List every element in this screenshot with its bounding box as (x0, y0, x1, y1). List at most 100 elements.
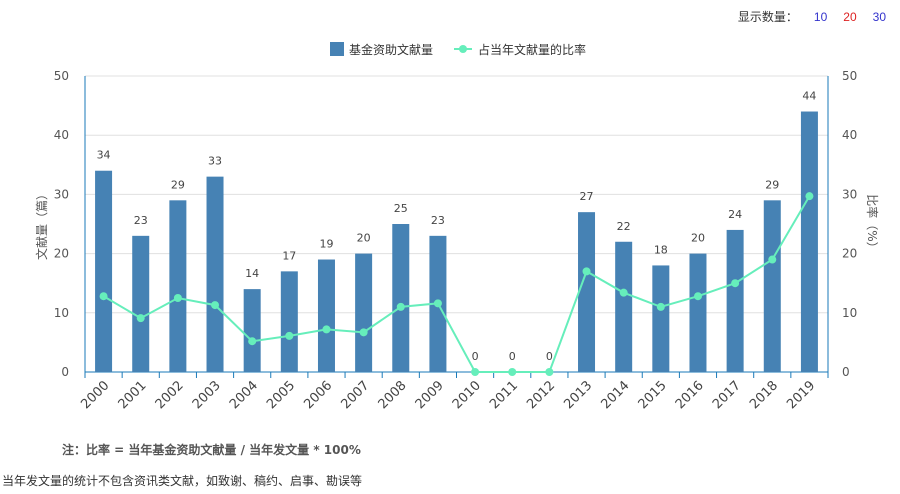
bar-value-label: 0 (509, 350, 516, 363)
bar (243, 289, 261, 372)
bar-value-label: 23 (134, 214, 148, 227)
bar (95, 170, 113, 372)
y2-tick-label: 20 (842, 247, 857, 261)
ratio-point (693, 292, 702, 301)
x-tick-label: 2001 (116, 378, 150, 412)
bar (689, 253, 707, 372)
bar-value-label: 20 (357, 232, 371, 245)
bar (355, 253, 373, 372)
bar-value-label: 17 (282, 249, 296, 262)
legend-bar-swatch (330, 42, 344, 56)
bar-value-label: 29 (765, 178, 779, 191)
ratio-point (619, 288, 628, 297)
ratio-point (136, 314, 145, 323)
ratio-point (433, 299, 442, 308)
bar (615, 241, 633, 372)
bar (206, 176, 224, 372)
bar-value-label: 27 (580, 190, 594, 203)
ratio-point (768, 255, 777, 264)
bar (652, 265, 670, 372)
ratio-point (508, 368, 517, 376)
y2-tick-label: 10 (842, 306, 857, 320)
x-tick-label: 2015 (636, 378, 670, 412)
x-tick-label: 2000 (78, 378, 112, 412)
x-tick-label: 2018 (747, 378, 781, 412)
x-tick-label: 2008 (376, 378, 410, 412)
x-tick-label: 2017 (710, 378, 744, 412)
y-axis-title: 文献量（篇） (34, 188, 49, 260)
ratio-point (731, 279, 740, 288)
bar (280, 271, 298, 372)
y-tick-label: 20 (54, 247, 69, 261)
bar-value-label: 14 (245, 267, 259, 280)
x-tick-label: 2010 (450, 378, 484, 412)
bar (392, 224, 410, 372)
ratio-point (396, 302, 405, 311)
y-tick-label: 0 (61, 365, 69, 379)
bar-value-label: 19 (319, 238, 333, 251)
x-tick-label: 2014 (598, 378, 632, 412)
bar-value-label: 44 (802, 90, 816, 103)
bar-value-label: 29 (171, 178, 185, 191)
bar (578, 212, 596, 372)
footnote: 当年发文量的统计不包含资讯类文献，如致谢、稿约、启事、勘误等 (2, 474, 363, 488)
legend-line-marker (459, 45, 467, 53)
x-tick-label: 2003 (190, 378, 224, 412)
ratio-point (211, 301, 220, 310)
ratio-point (805, 192, 814, 201)
x-tick-label: 2002 (153, 378, 187, 412)
bar-value-label: 25 (394, 202, 408, 215)
bar (317, 259, 335, 372)
display-count-selector: 显示数量： 10 20 30 (738, 8, 886, 25)
y-tick-label: 10 (54, 306, 69, 320)
chart: 0 0 10 10 20 20 30 30 40 40 50 50 文献量（篇） 比率（%） 34 23 29 3… (34, 42, 880, 412)
ratio-point (248, 337, 257, 346)
display-count-option-10[interactable]: 10 (813, 9, 828, 24)
x-tick-label: 2004 (227, 378, 261, 412)
ratio-point (173, 294, 182, 302)
ratio-point (359, 328, 368, 337)
x-tick-label: 2013 (561, 378, 595, 412)
bar-value-label: 0 (472, 350, 479, 363)
bar-value-label: 20 (691, 232, 705, 245)
x-tick-label: 2006 (301, 378, 335, 412)
display-count-label: 显示数量： (737, 10, 798, 24)
legend-bar-label: 基金资助文献量 (349, 42, 433, 57)
bar-value-label: 34 (97, 149, 111, 162)
ratio-formula-note: 注：比率 = 当年基金资助文献量 / 当年发文量 * 100% (62, 443, 361, 457)
bar (726, 229, 744, 372)
x-tick-label: 2007 (338, 378, 372, 412)
x-tick-label: 2019 (784, 378, 818, 412)
x-tick-label: 2011 (487, 378, 521, 412)
x-tick-label: 2012 (524, 378, 558, 412)
ratio-point (656, 302, 665, 311)
bar (800, 111, 818, 373)
ratio-point (285, 331, 294, 340)
y2-tick-label: 0 (842, 365, 850, 379)
x-tick-label: 2009 (413, 378, 447, 412)
bar (763, 200, 781, 372)
x-tick-label: 2016 (673, 378, 707, 412)
y-tick-label: 30 (54, 187, 69, 201)
bar-value-label: 0 (546, 350, 553, 363)
bar (169, 200, 187, 372)
y2-tick-label: 50 (842, 69, 857, 83)
ratio-point (471, 368, 480, 376)
ratio-point (582, 267, 591, 276)
y-tick-label: 40 (54, 128, 69, 142)
y-tick-label: 50 (54, 69, 69, 83)
ratio-point (322, 325, 331, 334)
y2-axis-title: 比率（%） (865, 194, 880, 253)
bar (132, 235, 150, 372)
y2-tick-label: 30 (842, 187, 857, 201)
display-count-option-30[interactable]: 30 (872, 9, 886, 24)
display-count-option-20[interactable]: 20 (843, 9, 857, 24)
bar-value-label: 22 (617, 220, 631, 233)
ratio-point (99, 292, 108, 301)
bar-value-label: 33 (208, 155, 222, 168)
bar-value-label: 18 (654, 243, 668, 256)
legend-line-label: 占当年文献量的比率 (478, 42, 586, 57)
bar-value-label: 24 (728, 208, 742, 221)
ratio-point (545, 368, 554, 376)
bar-value-label: 23 (431, 214, 445, 227)
